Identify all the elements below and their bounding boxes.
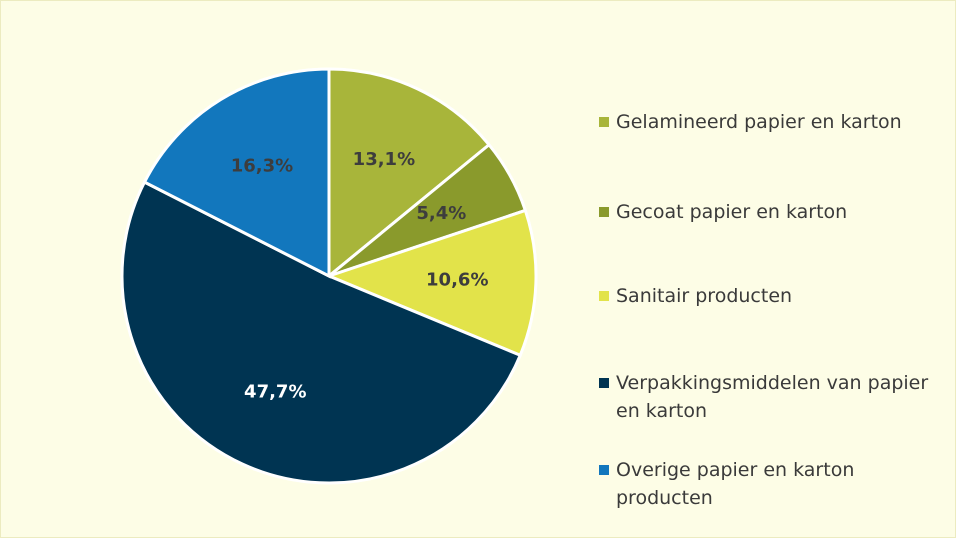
- legend-label: Sanitair producten: [616, 285, 793, 307]
- legend-swatch: [599, 291, 609, 301]
- legend-label: Verpakkingsmiddelen van papier en karton: [616, 372, 929, 422]
- legend-item: Verpakkingsmiddelen van papier en karton: [599, 369, 944, 425]
- pie-slice: [142, 67, 331, 279]
- pie-slice: [324, 208, 538, 358]
- legend-item: Sanitair producten: [599, 282, 944, 310]
- legend-swatch: [599, 117, 609, 127]
- data-label: 13,1%: [353, 149, 415, 170]
- pie-slice: [327, 67, 492, 280]
- data-label: 10,6%: [426, 270, 488, 291]
- legend-label: Gelamineerd papier en karton: [616, 111, 902, 133]
- legend-item: Gecoat papier en karton: [599, 198, 944, 226]
- pie-slice: [120, 180, 523, 485]
- data-label: 16,3%: [231, 156, 293, 177]
- legend-swatch: [599, 207, 609, 217]
- legend-item: Gelamineerd papier en karton: [599, 108, 944, 136]
- legend-swatch: [599, 378, 609, 388]
- legend-label: Overige papier en karton producten: [616, 459, 855, 509]
- legend-label: Gecoat papier en karton: [616, 201, 848, 223]
- data-label: 5,4%: [416, 203, 466, 224]
- legend-item: Overige papier en karton producten: [599, 456, 944, 512]
- data-label: 47,7%: [244, 382, 306, 403]
- legend-swatch: [599, 465, 609, 475]
